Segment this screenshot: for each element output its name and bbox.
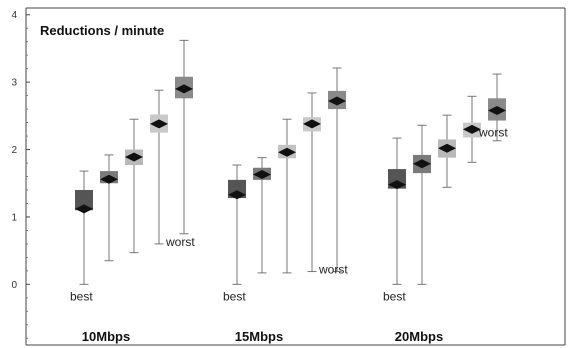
- mean-marker: [175, 84, 193, 94]
- y-tick-label: 3: [11, 78, 17, 89]
- boxes-layer: [75, 39, 506, 285]
- mean-marker: [228, 190, 246, 200]
- group-10Mbps: [75, 39, 193, 285]
- y-tick-label: 2: [11, 145, 17, 156]
- group-20Mbps: [388, 73, 506, 285]
- mean-marker: [463, 124, 481, 134]
- annotation-worst: worst: [318, 263, 348, 277]
- group-label: 10Mbps: [82, 329, 130, 344]
- mean-marker: [328, 96, 346, 106]
- mean-marker: [438, 143, 456, 153]
- mean-marker: [488, 105, 506, 115]
- group-label: 15Mbps: [235, 329, 283, 344]
- mean-marker: [413, 159, 431, 169]
- annotation-worst: worst: [165, 235, 195, 249]
- group-label: 20Mbps: [395, 329, 443, 344]
- y-tick-label: 1: [11, 212, 17, 223]
- mean-marker: [278, 147, 296, 157]
- chart-title: Reductions / minute: [40, 23, 164, 38]
- mean-marker: [150, 119, 168, 129]
- mean-marker: [75, 204, 93, 214]
- annotation-best: best: [70, 289, 93, 303]
- y-tick-label: 0: [11, 280, 17, 291]
- y-axis: 0 1 2 3 4: [11, 10, 30, 339]
- mean-marker: [253, 169, 271, 179]
- annotation-best: best: [223, 289, 246, 303]
- mean-marker: [303, 119, 321, 129]
- y-tick-label: 4: [11, 10, 17, 21]
- mean-marker: [125, 152, 143, 162]
- annotation-worst: worst: [478, 126, 508, 140]
- mean-marker: [100, 174, 118, 184]
- group-15Mbps: [228, 67, 346, 285]
- box: [75, 189, 93, 211]
- mean-marker: [388, 180, 406, 190]
- labels-layer: 10Mbps best worst 15Mbps best worst 20Mbps best…: [70, 126, 508, 344]
- annotation-best: best: [383, 289, 406, 303]
